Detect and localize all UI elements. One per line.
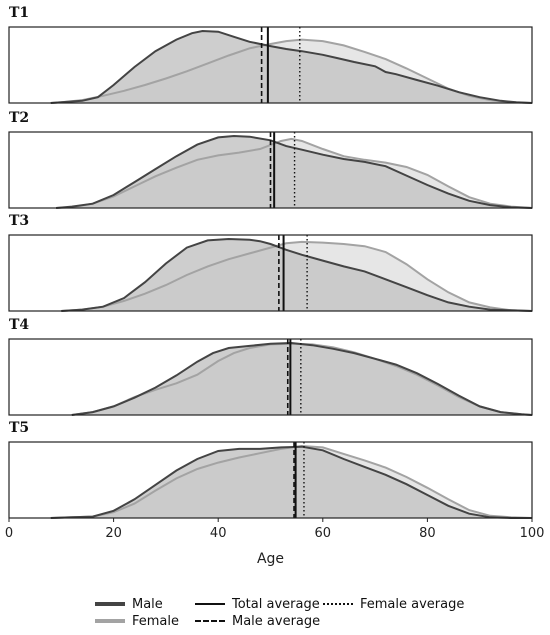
x-tick-label: 20 [105, 526, 122, 541]
legend-female-average: Female average [323, 595, 464, 613]
panel-frame-t3 [8, 234, 533, 312]
density-chart: T1 T2 T3 T4 T5 0 20 40 60 80 100 Age [5, 5, 545, 567]
x-tick-label: 80 [419, 526, 436, 541]
panel-frame-t1 [8, 26, 533, 104]
panel-title-t2: T2 [9, 110, 29, 126]
legend-male-average-label: Male average [232, 613, 321, 629]
male-area-t5 [50, 446, 533, 518]
panel-title-t1: T1 [9, 5, 29, 21]
male-area-t4 [71, 343, 533, 415]
legend-female: Female [95, 612, 179, 630]
panel-frame-t5 [8, 441, 533, 519]
legend-male-average-swatch [195, 620, 225, 622]
legend-male-label: Male [132, 596, 163, 612]
male-area-t3 [61, 239, 533, 311]
male-line-t3 [61, 237, 533, 312]
female-line-t2 [56, 137, 533, 209]
x-tick-label: 40 [210, 526, 227, 541]
legend-total-average: Total average [195, 595, 320, 613]
panel-frame-t4 [8, 338, 533, 416]
male-line-t2 [56, 134, 533, 209]
legend-male-swatch [95, 602, 125, 606]
panel-title-t5: T5 [9, 420, 29, 436]
x-tick-label: 60 [315, 526, 332, 541]
legend-female-swatch [95, 619, 125, 623]
panel-title-t4: T4 [9, 317, 29, 333]
legend-total-average-swatch [195, 603, 225, 605]
legend-male: Male [95, 595, 163, 613]
legend-total-average-label: Total average [232, 596, 320, 612]
x-axis-label: Age [257, 551, 284, 567]
legend-female-average-swatch [323, 603, 353, 605]
legend-male-average: Male average [195, 612, 320, 630]
male-line-t5 [50, 445, 532, 519]
legend-female-average-label: Female average [360, 596, 465, 612]
male-line-t1 [50, 29, 533, 104]
panel-frame-t2 [8, 131, 533, 209]
male-area-t1 [50, 31, 533, 103]
female-line-t3 [61, 240, 533, 312]
legend-female-label: Female [132, 613, 180, 629]
x-tick-label: 100 [520, 526, 545, 541]
male-line-t4 [71, 341, 533, 416]
panel-title-t3: T3 [9, 213, 29, 229]
legend: Male Female Total average Male average F… [95, 591, 515, 631]
x-tick-label: 0 [5, 526, 13, 541]
